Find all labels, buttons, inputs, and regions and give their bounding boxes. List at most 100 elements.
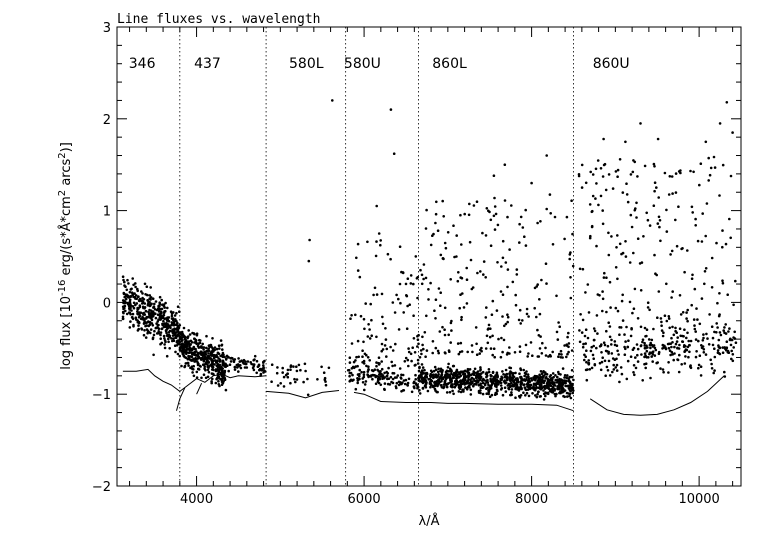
data-point-2441 xyxy=(566,352,569,356)
data-point-1417 xyxy=(504,381,507,385)
data-point-350 xyxy=(150,311,153,315)
data-point-2747 xyxy=(618,158,622,161)
data-point-1839 xyxy=(489,379,493,383)
data-point-2241 xyxy=(363,327,366,331)
data-point-2613 xyxy=(621,293,624,297)
data-point-418 xyxy=(154,326,158,330)
data-point-2734 xyxy=(726,293,729,297)
data-point-2050 xyxy=(711,336,715,340)
data-point-412 xyxy=(160,307,164,311)
data-point-2816 xyxy=(658,219,662,222)
data-point-2690 xyxy=(607,231,610,235)
data-point-2821 xyxy=(616,234,619,237)
data-point-1970 xyxy=(477,383,481,387)
data-point-187 xyxy=(163,306,166,309)
limit-curve-5 xyxy=(589,375,725,416)
data-point-2520 xyxy=(421,335,424,339)
data-point-367 xyxy=(132,283,135,287)
data-point-1139 xyxy=(548,375,552,378)
data-point-2704 xyxy=(607,321,610,325)
data-point-366 xyxy=(177,325,180,329)
data-point-2653 xyxy=(653,189,656,193)
data-point-2386 xyxy=(443,333,447,337)
data-point-2741 xyxy=(604,188,608,192)
data-point-2247 xyxy=(404,356,408,360)
data-point-2898 xyxy=(667,315,671,318)
data-point-1579 xyxy=(558,391,561,395)
x-tick-label-0: 4000 xyxy=(180,492,213,507)
data-point-902 xyxy=(232,358,236,362)
data-point-2150 xyxy=(678,353,681,357)
data-point-111 xyxy=(128,326,132,329)
data-point-1934 xyxy=(481,379,484,383)
data-point-2529 xyxy=(441,257,445,260)
data-point-2630 xyxy=(601,309,604,313)
data-point-2024 xyxy=(592,357,595,361)
data-point-698 xyxy=(196,354,200,358)
data-point-2542 xyxy=(439,304,442,308)
data-point-2687 xyxy=(674,326,677,330)
data-point-405 xyxy=(143,307,146,310)
data-point-2862 xyxy=(694,224,697,227)
data-point-90 xyxy=(164,340,167,344)
data-point-2170 xyxy=(643,352,647,355)
data-point-2512 xyxy=(486,341,490,345)
data-point-2518 xyxy=(435,200,438,204)
data-point-2335 xyxy=(375,361,378,364)
data-point-2091 xyxy=(644,362,648,366)
data-point-2175 xyxy=(633,373,636,377)
data-point-2709 xyxy=(588,203,592,206)
data-point-581 xyxy=(183,345,186,348)
data-point-2166 xyxy=(648,351,652,355)
data-point-1059 xyxy=(391,377,395,381)
data-point-862 xyxy=(243,366,247,369)
data-point-2548 xyxy=(533,306,536,310)
data-point-827 xyxy=(178,337,182,341)
data-point-918 xyxy=(270,363,274,367)
data-point-2346 xyxy=(556,338,560,341)
data-point-392 xyxy=(153,329,156,333)
data-point-1986 xyxy=(422,372,426,375)
data-point-395 xyxy=(164,325,167,329)
data-point-1793 xyxy=(529,377,533,380)
data-point-1925 xyxy=(509,370,512,373)
data-point-2528 xyxy=(560,353,563,356)
data-point-2213 xyxy=(645,349,649,353)
data-point-794 xyxy=(183,364,187,368)
data-point-365 xyxy=(146,303,150,307)
data-point-2494 xyxy=(421,343,424,347)
data-point-2582 xyxy=(521,226,525,229)
data-point-2771 xyxy=(667,317,671,320)
data-point-2544 xyxy=(506,313,509,317)
data-point-2209 xyxy=(679,334,682,338)
data-point-253 xyxy=(132,325,135,328)
data-point-1967 xyxy=(522,378,525,382)
data-point-2727 xyxy=(682,335,685,338)
data-point-1913 xyxy=(469,393,473,396)
data-point-1621 xyxy=(445,385,449,389)
data-point-1517 xyxy=(519,385,522,389)
data-point-755 xyxy=(220,383,224,387)
data-point-2598 xyxy=(422,263,426,266)
data-point-2636 xyxy=(589,234,592,238)
data-point-2516 xyxy=(425,208,428,212)
data-point-207 xyxy=(167,320,171,323)
data-point-2533 xyxy=(506,315,510,319)
data-point-409 xyxy=(162,334,166,338)
data-point-1945 xyxy=(534,377,537,381)
data-point-262 xyxy=(131,305,135,308)
data-point-210 xyxy=(121,317,125,321)
data-point-1789 xyxy=(569,389,573,393)
data-point-1415 xyxy=(522,391,525,395)
data-point-568 xyxy=(207,370,211,374)
data-point-1780 xyxy=(462,388,465,392)
data-point-2803 xyxy=(683,328,686,332)
data-point-672 xyxy=(180,330,184,334)
data-point-2713 xyxy=(694,338,698,341)
data-point-2599 xyxy=(459,276,463,279)
data-point-2372 xyxy=(517,318,521,322)
data-point-2290 xyxy=(350,342,354,345)
data-point-2196 xyxy=(699,374,703,377)
data-point-1085 xyxy=(414,378,418,381)
data-point-703 xyxy=(188,357,191,361)
